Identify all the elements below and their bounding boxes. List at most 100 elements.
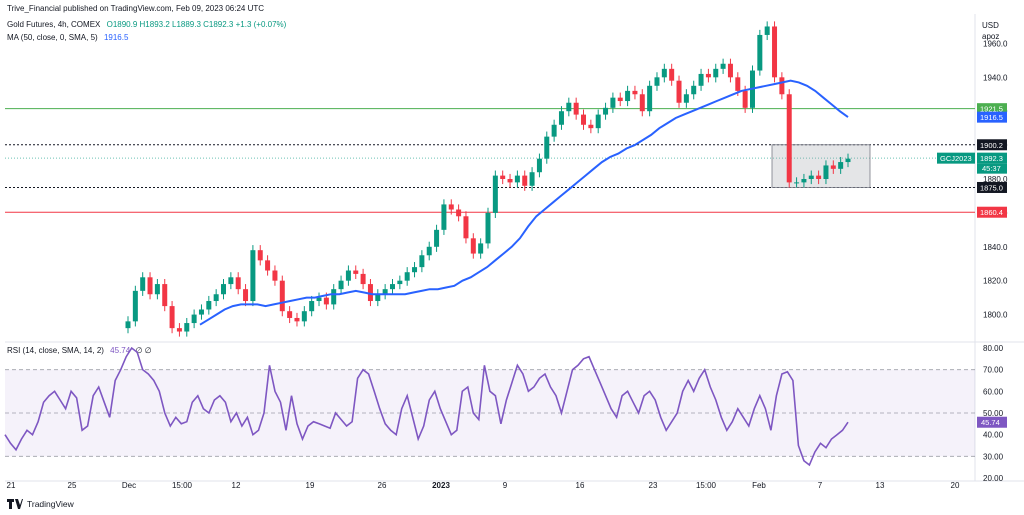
time-tick-label: 12: [232, 481, 241, 490]
axis-unit: apoz: [982, 32, 1000, 41]
candle-body: [485, 212, 491, 244]
price-tick-label: 1940.0: [983, 73, 1008, 82]
candle-body: [536, 158, 542, 173]
ma-line: [199, 79, 849, 326]
candle-body: [581, 114, 587, 125]
candle-body: [147, 277, 153, 295]
candle-body: [514, 175, 520, 183]
rsi-tick-label: 40.00: [983, 431, 1004, 440]
candle-body: [382, 289, 388, 295]
symbol-tag-label: GCJ2023: [940, 154, 972, 163]
countdown-tag: [977, 163, 1007, 174]
time-tick-label: 9: [503, 481, 508, 490]
candle-body: [331, 289, 337, 305]
ma-legend[interactable]: MA (50, close, 0, SMA, 5) 1916.5: [7, 33, 128, 42]
candle-body: [309, 301, 315, 312]
level-tag-label: 1921.5: [980, 105, 1003, 114]
candle-body: [779, 77, 785, 95]
candle-body: [323, 297, 329, 305]
candle-body: [470, 238, 476, 254]
candle-body: [360, 273, 366, 285]
candle-body: [243, 289, 249, 302]
candle-body: [544, 136, 550, 159]
candle-body: [389, 284, 395, 290]
candle-body: [265, 260, 271, 271]
level-tag-label: 1900.2: [980, 141, 1003, 150]
candle-body: [235, 277, 241, 290]
candle-body: [184, 323, 190, 332]
candle-body: [301, 311, 307, 322]
candle-body: [551, 124, 557, 137]
rsi-tick-label: 50.00: [983, 409, 1004, 418]
candle-body: [279, 280, 285, 312]
countdown-label: 45:37: [982, 164, 1001, 173]
candle-body: [434, 229, 440, 247]
candle-body: [492, 175, 498, 213]
rsi-value: 45.74: [110, 346, 131, 355]
rsi-extra: ∅ ∅: [135, 346, 152, 355]
level-tag-label: 1892.3: [980, 154, 1003, 163]
candle-body: [794, 182, 800, 184]
candle-body: [595, 114, 601, 129]
candle-body: [529, 172, 535, 186]
rsi-legend[interactable]: RSI (14, close, SMA, 14, 2) 45.74 ∅ ∅: [7, 346, 152, 355]
time-tick-label: Dec: [122, 481, 136, 490]
candle-body: [801, 179, 807, 183]
candle-body: [397, 280, 403, 285]
candle-body: [206, 301, 212, 310]
candle-body: [588, 124, 594, 129]
time-tick-label: 26: [378, 481, 387, 490]
level-tag-dotted: [977, 139, 1007, 151]
candle-body: [250, 250, 256, 302]
candle-body: [676, 80, 682, 103]
candle-body: [287, 311, 293, 318]
candle-body: [338, 280, 344, 290]
candle-body: [669, 68, 675, 81]
candle-body: [573, 102, 579, 115]
rsi-value-tag: [977, 416, 1007, 428]
rsi-tick-label: 70.00: [983, 366, 1004, 375]
time-tick-label: 7: [818, 481, 823, 490]
candle-body: [603, 107, 609, 115]
time-tick-label: 19: [306, 481, 315, 490]
candle-body: [816, 175, 822, 179]
candle-body: [191, 314, 197, 324]
candle-body: [419, 255, 425, 268]
candle-body: [683, 94, 689, 103]
publisher-line: Trive_Financial published on TradingView…: [7, 4, 265, 13]
candle-body: [169, 306, 175, 329]
ma-label: MA (50, close, 0, SMA, 5): [7, 33, 98, 42]
candle-body: [757, 34, 763, 71]
candle-body: [654, 77, 660, 86]
candle-body: [735, 77, 741, 91]
time-tick-label: 20: [951, 481, 960, 490]
candle-body: [162, 284, 168, 307]
candle-body: [228, 277, 234, 285]
level-tag-price: [977, 152, 1007, 164]
tradingview-footer[interactable]: TradingView: [7, 499, 74, 509]
time-tick-label: 13: [876, 481, 885, 490]
level-tag-red: [977, 206, 1007, 218]
level-tag-label: 1916.5: [980, 113, 1003, 122]
rsi-label: RSI (14, close, SMA, 14, 2): [7, 346, 104, 355]
candle-body: [448, 204, 454, 210]
candle-body: [691, 85, 697, 95]
candle-body: [213, 294, 219, 302]
candle-body: [764, 26, 770, 35]
candle-body: [257, 250, 263, 261]
candle-body: [294, 317, 300, 322]
symbol-tag: [937, 152, 975, 164]
candle-body: [625, 90, 631, 102]
candle-body: [426, 246, 432, 256]
candle-body: [720, 63, 726, 69]
candle-body: [367, 284, 373, 302]
candle-body: [154, 284, 160, 295]
candle-body: [353, 270, 359, 274]
price-tick-label: 1800.0: [983, 311, 1008, 320]
candle-body: [772, 26, 778, 78]
time-tick-label: 15:00: [696, 481, 717, 490]
candle-body: [830, 165, 836, 169]
candle-body: [705, 73, 711, 78]
rsi-tick-label: 60.00: [983, 387, 1004, 396]
